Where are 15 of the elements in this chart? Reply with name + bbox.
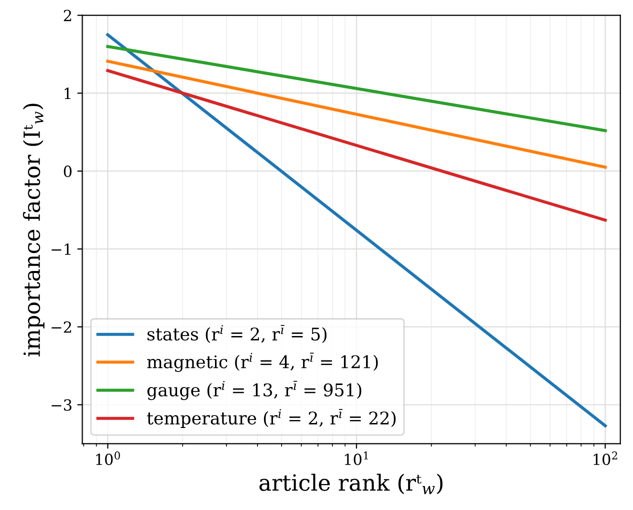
y-axis-title: importance factor (Iᵗ$_{w}$) xyxy=(22,104,44,356)
x-axis-title: article rank (rᵗ$_{w}$) xyxy=(259,474,442,494)
legend-label: temperature (r$^{i}$ = 2, r$^{ī}$ = 22) xyxy=(147,408,396,428)
y-tick-label: −3 xyxy=(52,399,72,411)
x-tick-label: 10$^{1}$ xyxy=(344,451,368,466)
legend-label: states (r$^{i}$ = 2, r$^{ī}$ = 5) xyxy=(148,324,326,344)
x-tick-label: 10$^{0}$ xyxy=(96,451,120,466)
y-tick-label: 1 xyxy=(64,88,70,99)
y-tick-label: 2 xyxy=(64,10,72,22)
x-tick-label: 10$^{2}$ xyxy=(594,451,618,466)
legend-label: gauge (r$^{i}$ = 13, r$^{ī}$ = 951) xyxy=(147,380,362,400)
y-tick-label: −1 xyxy=(52,243,70,255)
y-tick-label: 0 xyxy=(64,166,72,178)
y-tick-label: −2 xyxy=(52,321,72,333)
legend-label: magnetic (r$^{i}$ = 4, r$^{ī}$ = 121) xyxy=(147,352,378,372)
